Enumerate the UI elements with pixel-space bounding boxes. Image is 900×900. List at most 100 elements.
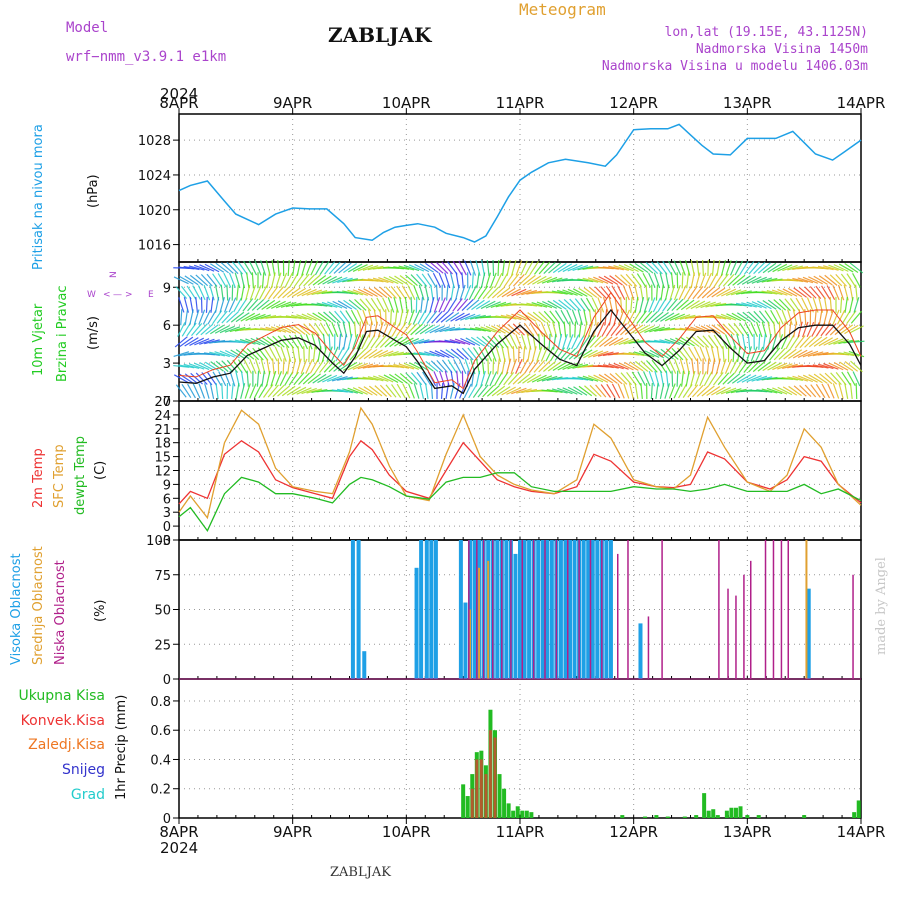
wind-barb — [377, 321, 384, 338]
wind-barb — [562, 263, 578, 273]
wind-barb — [240, 312, 256, 322]
wind-barb — [311, 303, 328, 307]
pressure-label: Pritisak na nivou mora — [31, 124, 46, 270]
wind-barb — [430, 262, 444, 274]
y-tick-label: 75 — [154, 569, 171, 584]
wind-barb — [629, 263, 644, 273]
wind-barb — [414, 361, 429, 372]
wind-barb — [413, 339, 430, 345]
wind-barb — [736, 374, 752, 384]
wind-barb — [767, 263, 782, 273]
wind-barb — [231, 261, 244, 275]
high-cloud-bar — [504, 540, 509, 679]
wind-barb — [209, 383, 215, 399]
wind-barb — [823, 363, 839, 370]
wind-barb — [792, 277, 809, 283]
wind-unit: (m/s) — [86, 316, 101, 350]
high-cloud-bar — [595, 540, 600, 679]
wind-barb — [757, 300, 772, 310]
wind-barb — [747, 311, 761, 324]
wind-barb — [325, 322, 334, 337]
precip-conv-bar — [493, 737, 497, 818]
wind-barb — [337, 277, 353, 284]
wind-barb — [237, 261, 248, 275]
wind-barb — [681, 370, 685, 387]
x-tick-label-bottom: 10APR — [382, 823, 431, 841]
wind-barb — [703, 371, 713, 387]
wind-barb — [567, 264, 583, 272]
wind-barb — [178, 351, 195, 357]
wind-barb — [587, 375, 604, 383]
wind-barb — [261, 370, 265, 387]
precip-legend-total: Ukupna Kisa — [18, 688, 105, 704]
wind-barb — [240, 284, 245, 301]
wind-barb — [804, 335, 817, 348]
wind-barb — [310, 260, 319, 276]
wind-barb — [849, 325, 864, 334]
wind-barb — [362, 376, 379, 381]
wind-barb — [374, 287, 388, 299]
wind-barb — [265, 326, 282, 333]
high-cloud-bar — [608, 540, 613, 679]
wind-barb — [229, 326, 246, 333]
wind-barb — [215, 360, 229, 373]
wind-barb — [719, 334, 728, 350]
y-tick-label: 9 — [163, 281, 171, 296]
wind-barb — [598, 374, 613, 384]
wind-barb — [407, 285, 416, 301]
y-tick-label: 1024 — [138, 169, 171, 184]
wind-barb — [398, 265, 415, 271]
wind-barb — [464, 284, 472, 301]
wind-barb — [494, 272, 503, 288]
wind-barb — [725, 289, 742, 296]
wind-barb — [449, 339, 466, 345]
wind-barb — [512, 346, 515, 363]
wind-barb — [250, 337, 266, 346]
wind-barb — [744, 322, 754, 337]
wind-barb — [650, 382, 653, 400]
wind-barb — [352, 387, 368, 395]
wind-barb — [644, 350, 660, 358]
wind-barb — [802, 276, 819, 284]
wind-barb — [543, 360, 557, 372]
precip-legend-frozen: Zaledj.Kisa — [28, 737, 105, 753]
wind-barb — [813, 275, 828, 285]
wind-barb — [557, 387, 573, 395]
wind-barb — [604, 373, 618, 384]
year-top-label: 2024 — [160, 85, 198, 103]
wind-barb — [700, 301, 716, 309]
wind-barb — [618, 264, 634, 272]
wind-barb — [773, 321, 777, 338]
wind-barb — [829, 274, 843, 287]
wind-barb — [193, 309, 200, 326]
wind-barb — [777, 264, 793, 272]
wind-barb — [319, 322, 330, 337]
wind-barb — [655, 284, 659, 301]
wind-barb — [413, 284, 421, 301]
wind-barb — [435, 284, 439, 301]
wind-barb — [436, 261, 449, 275]
wind-barb — [408, 309, 415, 325]
wind-barb — [558, 299, 572, 311]
wind-barb — [583, 349, 598, 359]
wind-barb — [429, 297, 435, 313]
wind-barb — [762, 262, 777, 274]
wind-barb — [522, 373, 537, 384]
wind-barb — [639, 325, 655, 334]
wind-barb — [761, 388, 778, 394]
wind-barb — [618, 362, 634, 371]
wind-barb — [231, 382, 234, 400]
wind-barb — [342, 361, 358, 371]
wind-barb — [495, 302, 512, 308]
wind-barb — [517, 274, 531, 287]
wind-barb — [368, 349, 383, 359]
wind-barb — [472, 384, 484, 398]
wind-barb — [711, 358, 716, 375]
wind-barb — [236, 284, 239, 301]
wind-barb — [583, 287, 598, 298]
low-cloud-bar — [617, 553, 619, 679]
wind-barb — [442, 297, 452, 313]
wind-barb — [247, 298, 259, 312]
wind-barb — [303, 274, 316, 287]
